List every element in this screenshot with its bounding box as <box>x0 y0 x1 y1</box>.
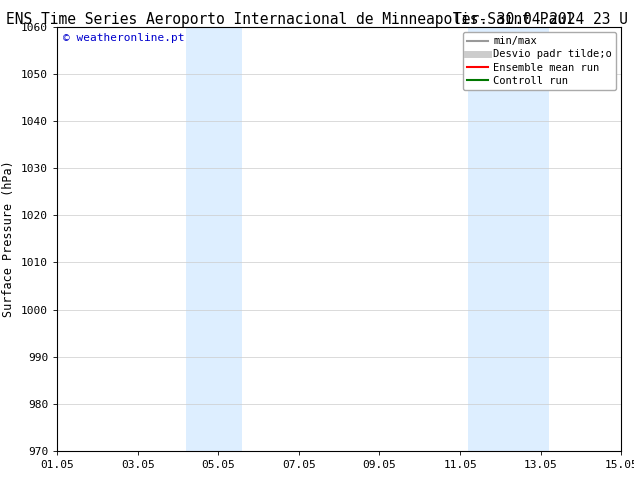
Text: ENS Time Series Aeroporto Internacional de Minneapolis-Saint Paul: ENS Time Series Aeroporto Internacional … <box>6 12 575 27</box>
Bar <box>468 27 549 451</box>
Y-axis label: Surface Pressure (hPa): Surface Pressure (hPa) <box>3 161 15 317</box>
Legend: min/max, Desvio padr tilde;o, Ensemble mean run, Controll run: min/max, Desvio padr tilde;o, Ensemble m… <box>463 32 616 90</box>
Text: © weatheronline.pt: © weatheronline.pt <box>63 33 184 43</box>
Text: Ter. 30.04.2024 23 U: Ter. 30.04.2024 23 U <box>453 12 628 27</box>
Bar <box>186 27 242 451</box>
